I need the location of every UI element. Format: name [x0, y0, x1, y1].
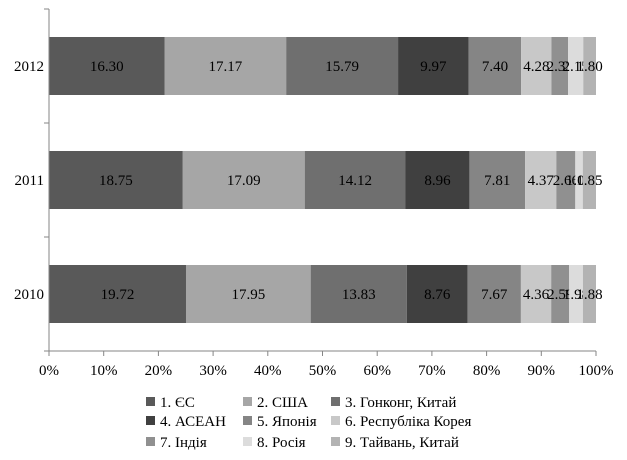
data-label: 17.09	[227, 173, 261, 189]
data-label: 15.79	[325, 59, 359, 75]
y-tick-label: 2011	[15, 173, 44, 189]
data-label: 8.96	[424, 173, 451, 189]
bar-segment	[569, 265, 583, 323]
bar-segment	[575, 151, 583, 209]
data-label: 4.37	[528, 173, 555, 189]
data-label: 4.36	[523, 287, 550, 303]
legend-label: 8. Росія	[257, 435, 306, 451]
y-tick-label: 2010	[14, 287, 44, 303]
legend-swatch	[331, 437, 340, 446]
legend-swatch	[243, 437, 252, 446]
data-label: 13.83	[342, 287, 376, 303]
bar-segment	[405, 151, 470, 209]
bar-segment	[185, 265, 311, 323]
data-label: 4.28	[523, 59, 549, 75]
data-label: 1.80	[576, 59, 602, 75]
legend-swatch	[331, 416, 340, 425]
bar-segment	[568, 37, 584, 95]
data-label: 1.98	[563, 287, 589, 303]
x-tick-label: 50%	[309, 363, 337, 379]
y-tick-label: 2012	[14, 59, 44, 75]
data-label: 14.12	[338, 173, 372, 189]
legend-swatch	[243, 416, 252, 425]
bar-segment	[582, 151, 596, 209]
data-label: 1.85	[576, 173, 602, 189]
data-label: 17.17	[208, 59, 242, 75]
x-tick-label: 40%	[254, 363, 282, 379]
data-label: 1.88	[576, 287, 602, 303]
x-tick-label: 30%	[199, 363, 227, 379]
bar-segment	[467, 265, 521, 323]
x-tick-label: 100%	[579, 363, 614, 379]
bar-segment	[583, 37, 596, 95]
legend-swatch	[243, 397, 252, 406]
bar-segment	[182, 151, 305, 209]
x-tick-label: 80%	[473, 363, 501, 379]
bars-layer: 16.30 17.17 15.79 9.97 7.40 4.282.332.151.80 1…	[49, 37, 603, 323]
bar-segment	[551, 37, 569, 95]
bar-segment	[406, 265, 468, 323]
legend-label: 1. ЄС	[160, 395, 195, 411]
data-label: 2.66	[553, 173, 580, 189]
legend-swatch	[331, 397, 340, 406]
bar-segment	[521, 37, 552, 95]
bar-segment	[582, 265, 596, 323]
data-label: 9.97	[420, 59, 447, 75]
x-tick-label: 70%	[418, 363, 446, 379]
bar-segment	[304, 151, 406, 209]
data-label: 17.95	[231, 287, 265, 303]
legend-swatch	[146, 437, 155, 446]
bar-segment	[310, 265, 407, 323]
data-label: 16.30	[90, 59, 124, 75]
bar-segment	[398, 37, 469, 95]
legend-swatch	[146, 397, 155, 406]
data-label: 2.33	[547, 59, 573, 75]
legend-label: 5. Японія	[257, 414, 317, 430]
data-label: 7.81	[484, 173, 510, 189]
bar-segment	[556, 151, 576, 209]
legend-label: 6. Республіка Корея	[345, 414, 471, 430]
data-label: 2.59	[547, 287, 573, 303]
bar-segment	[286, 37, 399, 95]
bar-segment	[469, 151, 526, 209]
x-tick-label: 90%	[528, 363, 556, 379]
data-label: 19.72	[101, 287, 135, 303]
bar-segment	[468, 37, 522, 95]
axes-layer: 2012 2011 2010 0% 10% 20% 30% 40% 50% 60% 70% 80% 90…	[14, 8, 614, 379]
legend: 1. ЄС 2. США 3. Гонконг, Китай 4. АСЕАН 5. Я…	[146, 395, 471, 451]
legend-label: 2. США	[257, 395, 308, 411]
bar-segment	[49, 265, 186, 323]
bar-segment	[551, 265, 570, 323]
legend-label: 7. Індія	[160, 435, 207, 451]
legend-swatch	[146, 416, 155, 425]
legend-label: 3. Гонконг, Китай	[345, 395, 456, 411]
bar-segment	[525, 151, 557, 209]
data-label: 7.40	[482, 59, 508, 75]
bar-segment	[520, 265, 552, 323]
data-label: 18.75	[99, 173, 133, 189]
legend-label: 4. АСЕАН	[160, 414, 226, 430]
legend-label: 9. Тайвань, Китай	[345, 435, 459, 451]
data-label: 7.67	[481, 287, 508, 303]
bar-segment	[49, 37, 165, 95]
x-tick-label: 60%	[363, 363, 391, 379]
data-label: 2.15	[563, 59, 589, 75]
data-label: 8.76	[424, 287, 451, 303]
bar-segment	[164, 37, 287, 95]
x-tick-label: 20%	[145, 363, 173, 379]
x-tick-label: 0%	[39, 363, 59, 379]
bar-segment	[49, 151, 183, 209]
x-tick-label: 10%	[90, 363, 118, 379]
